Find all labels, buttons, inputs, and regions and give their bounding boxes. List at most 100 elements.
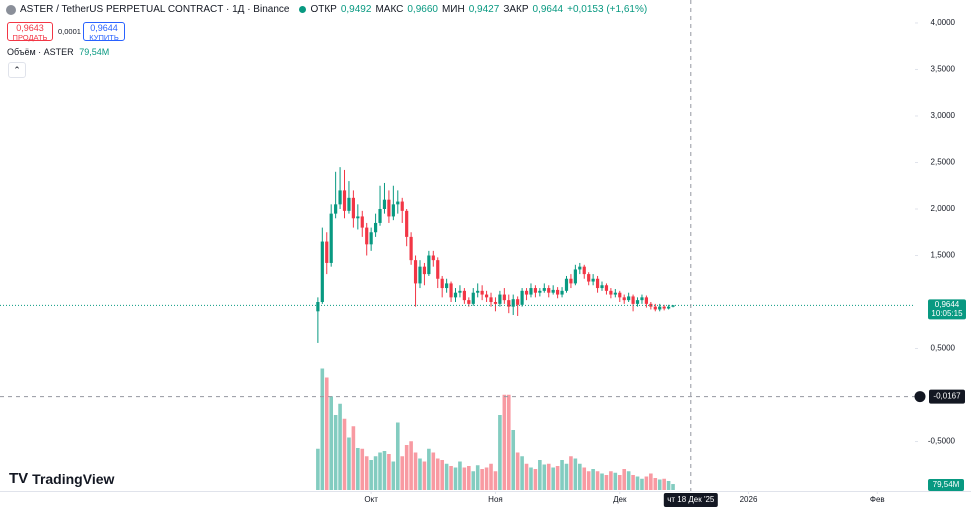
volume-bar xyxy=(533,469,538,490)
x-tick-label: Дек xyxy=(613,495,627,504)
candle-body xyxy=(400,201,404,211)
countdown: 10:05:15 xyxy=(931,309,963,318)
volume-bar xyxy=(586,471,591,490)
volume-bar xyxy=(529,467,533,490)
add-alert-button[interactable] xyxy=(914,391,926,403)
candle-body xyxy=(484,294,489,298)
x-tick-label: Ноя xyxy=(488,495,503,504)
legend: ASTER / TetherUS PERPETUAL CONTRACT · 1Д… xyxy=(6,4,647,15)
volume-bar xyxy=(644,476,649,490)
y-tick-label: 4,0000 xyxy=(931,18,956,27)
volume-bar xyxy=(467,466,471,490)
volume-bar xyxy=(578,463,582,490)
volume-bar xyxy=(342,418,347,490)
candle-body xyxy=(595,278,600,289)
crosshair-x-label: чт 18 Дек '25 xyxy=(667,495,715,504)
volume-bar xyxy=(431,452,436,490)
x-tick-label: Фев xyxy=(870,495,885,504)
candle-body xyxy=(556,289,560,295)
candle-body xyxy=(365,227,369,245)
volume-bar xyxy=(329,396,333,490)
candle-body xyxy=(551,289,555,293)
symbol[interactable]: ASTER / TetherUS PERPETUAL CONTRACT · 1Д… xyxy=(20,4,290,15)
candle-body xyxy=(498,294,502,304)
candle-body xyxy=(445,283,449,289)
buy-label: КУПИТЬ xyxy=(89,33,119,42)
volume-bar xyxy=(631,475,635,490)
candle-body xyxy=(671,305,675,307)
candle-body xyxy=(667,306,671,309)
y-tick-label: -0,5000 xyxy=(928,437,956,446)
volume-bar xyxy=(427,448,431,490)
candle-body xyxy=(480,290,484,295)
volume-bar xyxy=(453,467,458,490)
volume-bar xyxy=(582,467,587,490)
volume-bar xyxy=(635,476,640,490)
volume-bar xyxy=(471,471,476,490)
candle-body xyxy=(458,290,462,293)
volume-bar xyxy=(324,377,329,490)
volume-bar xyxy=(391,461,396,490)
candle-body xyxy=(338,190,342,205)
y-tick-label: 1,5000 xyxy=(931,251,956,260)
volume-bar xyxy=(591,469,595,490)
symbol-icon xyxy=(6,4,16,15)
candle-body xyxy=(391,204,395,217)
candle-body xyxy=(387,199,391,217)
volume-bar xyxy=(609,471,613,490)
volume-bar xyxy=(422,461,427,490)
logo: TV TradingView xyxy=(9,470,114,487)
volume-bar xyxy=(511,430,516,490)
candle-body xyxy=(378,208,382,223)
close-label: ЗАКР xyxy=(503,4,529,15)
volume-bar xyxy=(493,471,498,490)
close: 0,9644 xyxy=(532,4,564,15)
candle-body xyxy=(644,297,649,304)
volume-bar xyxy=(347,437,351,490)
candle-body xyxy=(360,216,364,228)
volume-bar xyxy=(502,394,507,490)
candle-body xyxy=(631,296,635,304)
volume-bar xyxy=(475,465,480,490)
volume-bar xyxy=(617,475,622,490)
candle-body xyxy=(356,216,360,219)
volume-bar xyxy=(462,467,467,490)
volume-bar xyxy=(333,415,338,490)
candle-body xyxy=(569,278,573,284)
candle-body xyxy=(582,266,586,275)
volume-bar xyxy=(360,448,365,490)
volume-bar xyxy=(484,467,489,490)
volume-legend-value: 79,54M xyxy=(79,47,110,57)
candle-body xyxy=(578,266,582,270)
volume-label: 79,54M xyxy=(933,480,960,489)
crosshair-x-box xyxy=(663,493,718,507)
candle-body xyxy=(329,213,333,263)
candle-body xyxy=(396,201,400,205)
candle-body xyxy=(502,294,506,301)
sell-button[interactable]: 0,9643 ПРОДАТЬ xyxy=(7,22,53,42)
volume-bar xyxy=(600,473,604,490)
candle-body xyxy=(538,290,542,293)
volume-bar xyxy=(364,456,369,490)
candle-body xyxy=(542,288,546,291)
volume-bar xyxy=(373,456,378,490)
last-price-label: 0,9644 xyxy=(935,300,960,309)
candle-body xyxy=(373,222,378,233)
volume-bar xyxy=(387,454,391,490)
y-tick-label: 3,0000 xyxy=(931,111,956,120)
candle-body xyxy=(618,292,622,298)
collapse-button[interactable]: ⌃ xyxy=(8,62,26,78)
candle-body xyxy=(467,300,471,304)
volume-bar xyxy=(546,463,551,490)
volume-bar xyxy=(356,448,360,490)
candle-body xyxy=(662,306,666,309)
candle-body xyxy=(440,278,444,289)
candle-body xyxy=(627,296,631,301)
volume-bar xyxy=(369,460,373,490)
volume-bar xyxy=(382,451,387,490)
candle-body xyxy=(334,204,338,214)
candle-body xyxy=(493,302,498,304)
buy-button[interactable]: 0,9644 КУПИТЬ xyxy=(83,22,125,42)
candle-body xyxy=(320,241,324,303)
volume-bar xyxy=(626,471,631,490)
